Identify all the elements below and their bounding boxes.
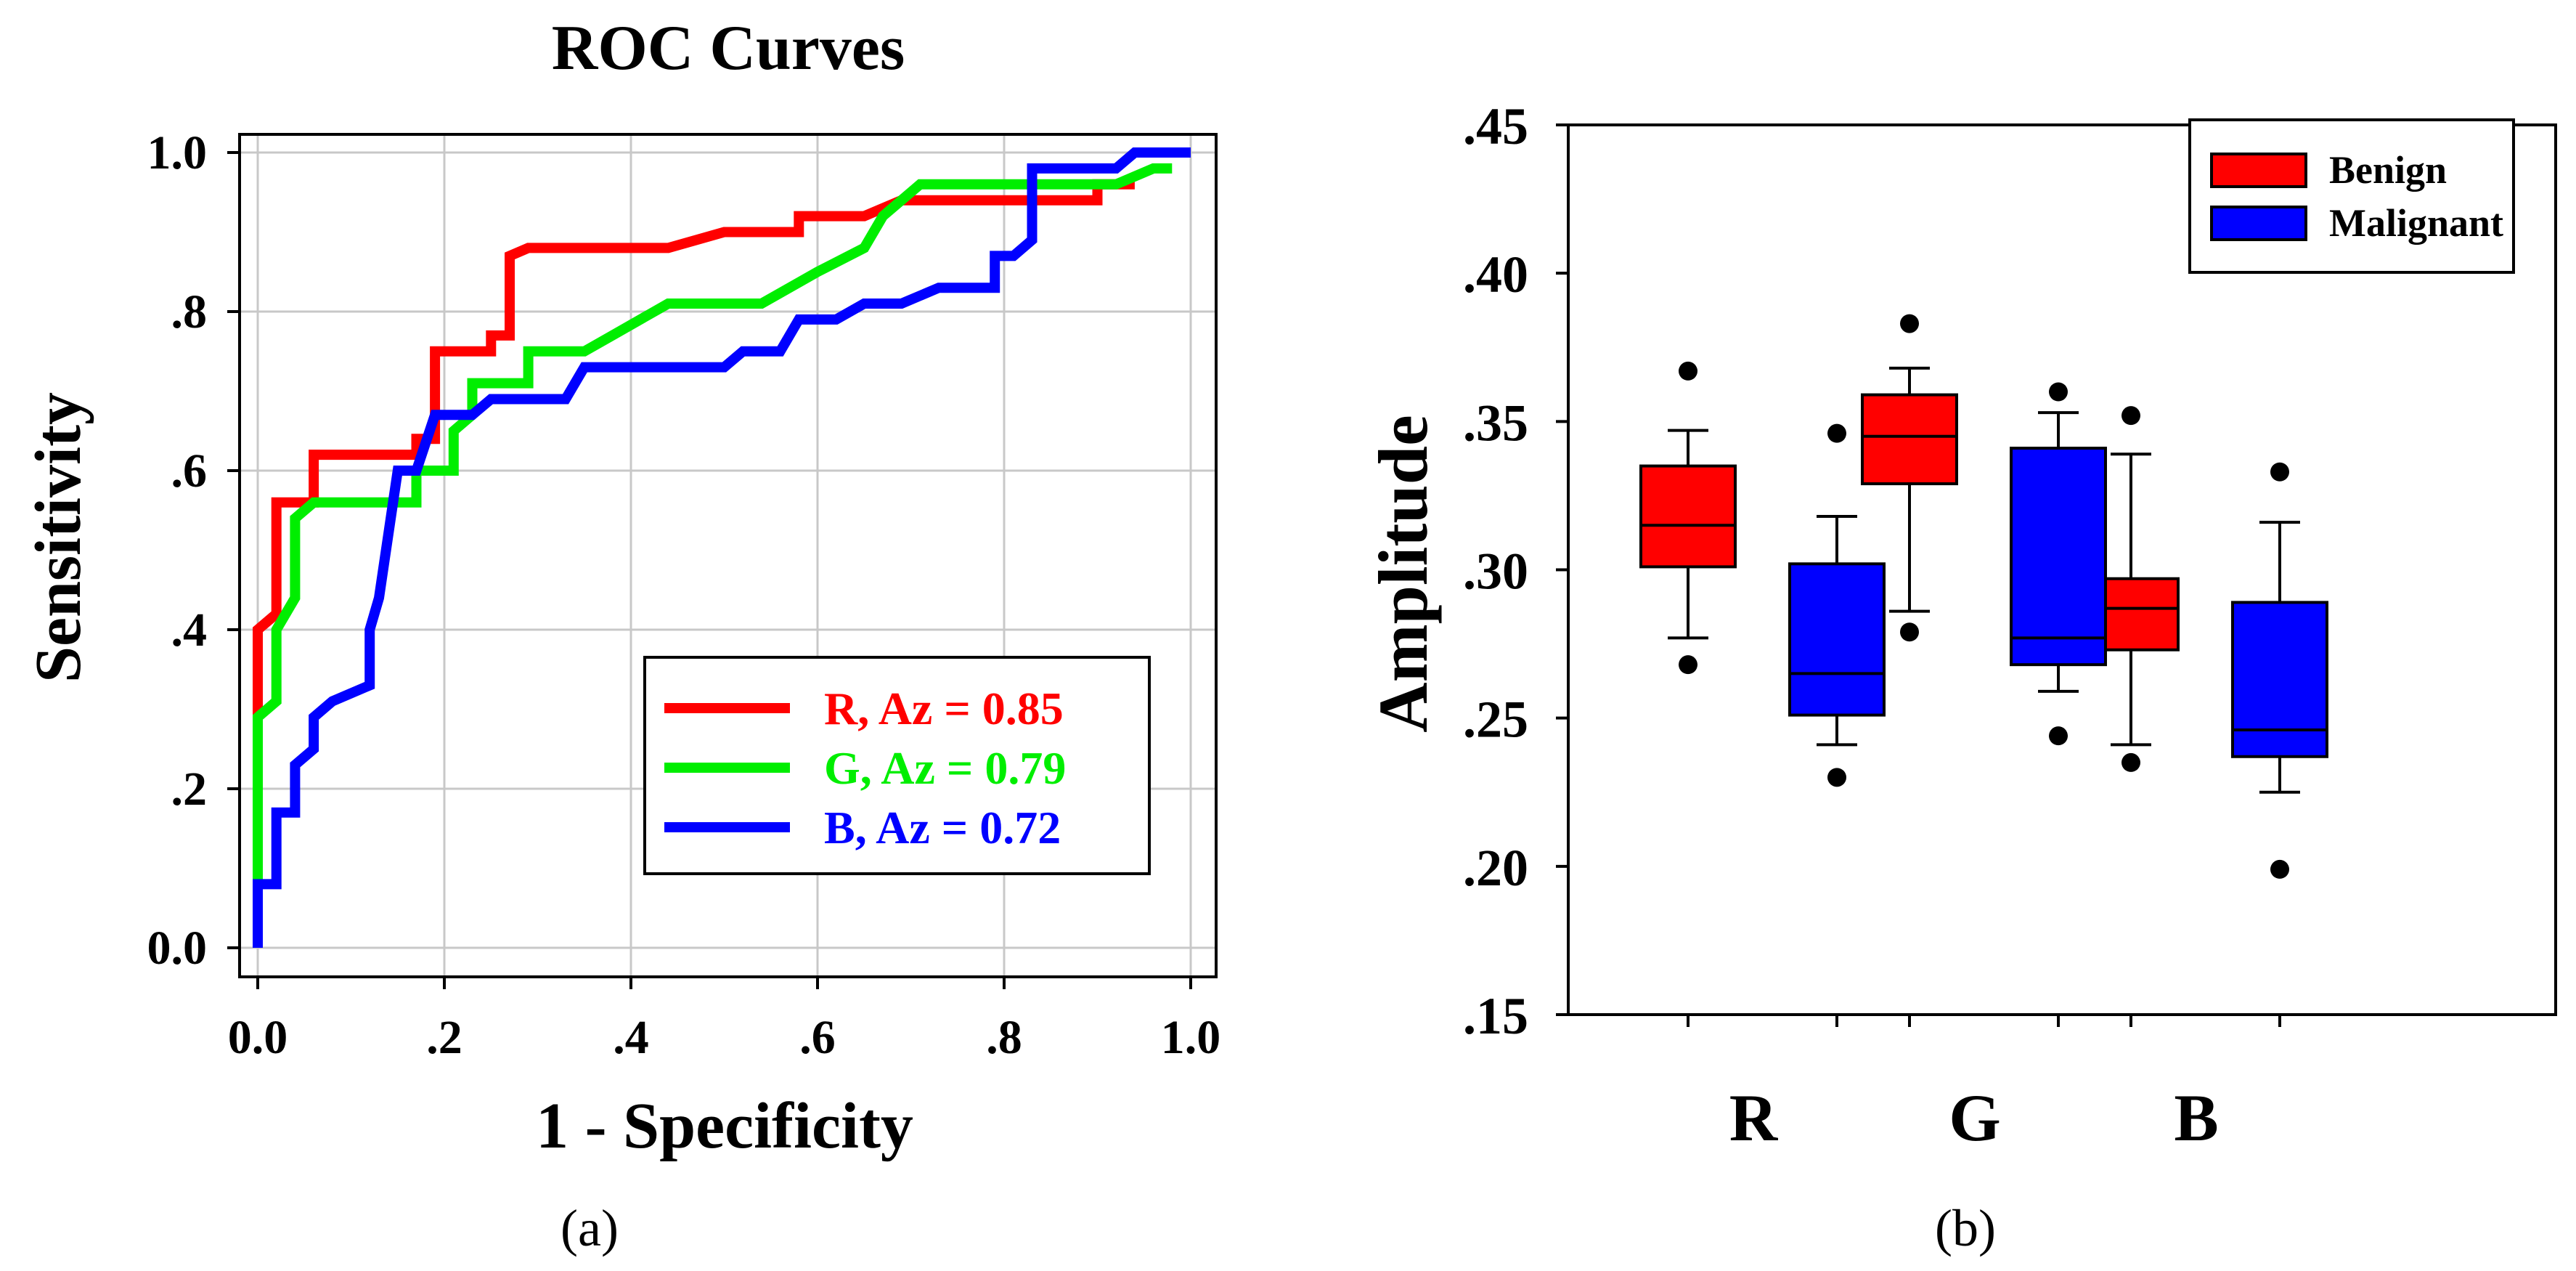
box-benign-G	[1861, 393, 1958, 486]
roc-chart: ROC Curves 0.00.0.2.2.4.4.6.6.8.81.01.0 …	[23, 13, 1220, 1257]
roc-x-tick-label: .4	[613, 1011, 649, 1064]
roc-legend-label-R: R, Az = 0.85	[824, 683, 1064, 734]
roc-y-tick-label: 1.0	[147, 126, 208, 179]
roc-y-tick-label: .6	[171, 444, 208, 498]
box-outlier-point	[1900, 622, 1919, 642]
roc-line-G	[253, 163, 1173, 885]
box-outlier-point	[2121, 406, 2140, 426]
roc-x-tick-label: 1.0	[1161, 1011, 1221, 1064]
box-outlier-point	[2121, 752, 2140, 772]
box-y-tick-label: .25	[1463, 691, 1528, 749]
roc-x-tick-label: .6	[799, 1011, 836, 1064]
box-legend-label-benign: Benign	[2329, 148, 2447, 192]
box-outlier-point	[2270, 462, 2289, 482]
box-category-label: G	[1949, 1081, 2001, 1155]
box-legend-label-malignant: Malignant	[2329, 201, 2503, 245]
roc-legend: R, Az = 0.85 G, Az = 0.79 B, Az = 0.72	[643, 656, 1151, 875]
box-legend-swatch-malignant	[2210, 206, 2307, 241]
box-outlier-point	[2270, 859, 2289, 879]
box-outlier-point	[1900, 314, 1919, 333]
roc-y-tick-label: .8	[171, 285, 208, 338]
roc-line-B	[253, 147, 1191, 948]
roc-x-tick-label: .2	[426, 1011, 462, 1064]
roc-plot-frame	[238, 133, 1218, 978]
box-category-label: R	[1729, 1081, 1779, 1155]
box-y-tick-label: .30	[1463, 543, 1528, 601]
roc-legend-label-B: B, Az = 0.72	[824, 802, 1061, 853]
roc-tick-labels: 0.0 0.0 .2 .2 .4 .4 .6 .6 .8 .8 1.0 1.0	[147, 126, 1221, 1064]
box-legend: Benign Malignant	[2188, 118, 2515, 274]
roc-y-axis-label: Sensitivity	[23, 392, 94, 683]
roc-y-tick-label: .4	[171, 604, 208, 657]
box-outlier-point	[2049, 726, 2068, 746]
roc-x-axis-label: 1 - Specificity	[536, 1090, 913, 1162]
box-outlier-point	[2049, 382, 2068, 402]
box-malignant-G	[2010, 447, 2107, 667]
box-y-tick-label: .35	[1463, 394, 1528, 452]
box-y-tick-label: .20	[1463, 839, 1528, 897]
box-outlier-point	[1827, 423, 1846, 443]
roc-y-tick-label: .2	[171, 763, 208, 816]
box-chart: .15 .20 .25 .30 .35 .40 .45 Amplitude R G B Beni…	[1364, 97, 2557, 1257]
roc-y-tick-label: 0.0	[147, 922, 208, 975]
box-legend-swatch-benign	[2210, 153, 2307, 188]
box-benign-R	[1639, 464, 1737, 569]
box-y-tick-label: .45	[1463, 97, 1528, 155]
box-outlier-point	[1679, 361, 1697, 381]
box-y-tick-label: .15	[1463, 987, 1528, 1045]
roc-x-tick-label: 0.0	[228, 1011, 288, 1064]
box-category-label: B	[2174, 1081, 2218, 1155]
box-y-tick-label: .40	[1463, 245, 1528, 304]
roc-title: ROC Curves	[552, 13, 905, 84]
box-outlier-point	[1827, 768, 1846, 787]
box-y-axis-label: Amplitude	[1364, 415, 1442, 732]
roc-x-tick-label: .8	[986, 1011, 1022, 1064]
box-tick-labels: .15 .20 .25 .30 .35 .40 .45	[1463, 97, 1568, 1045]
box-outlier-point	[1679, 655, 1697, 675]
caption-a: (a)	[561, 1199, 619, 1257]
roc-grid	[240, 134, 1216, 977]
box-malignant-B	[2231, 601, 2328, 758]
caption-b: (b)	[1935, 1199, 1996, 1257]
roc-legend-label-G: G, Az = 0.79	[824, 742, 1066, 794]
roc-series-lines	[253, 147, 1191, 948]
box-malignant-R	[1788, 562, 1886, 717]
box-marks	[1639, 314, 2328, 1027]
box-legend-box	[2188, 118, 2515, 274]
